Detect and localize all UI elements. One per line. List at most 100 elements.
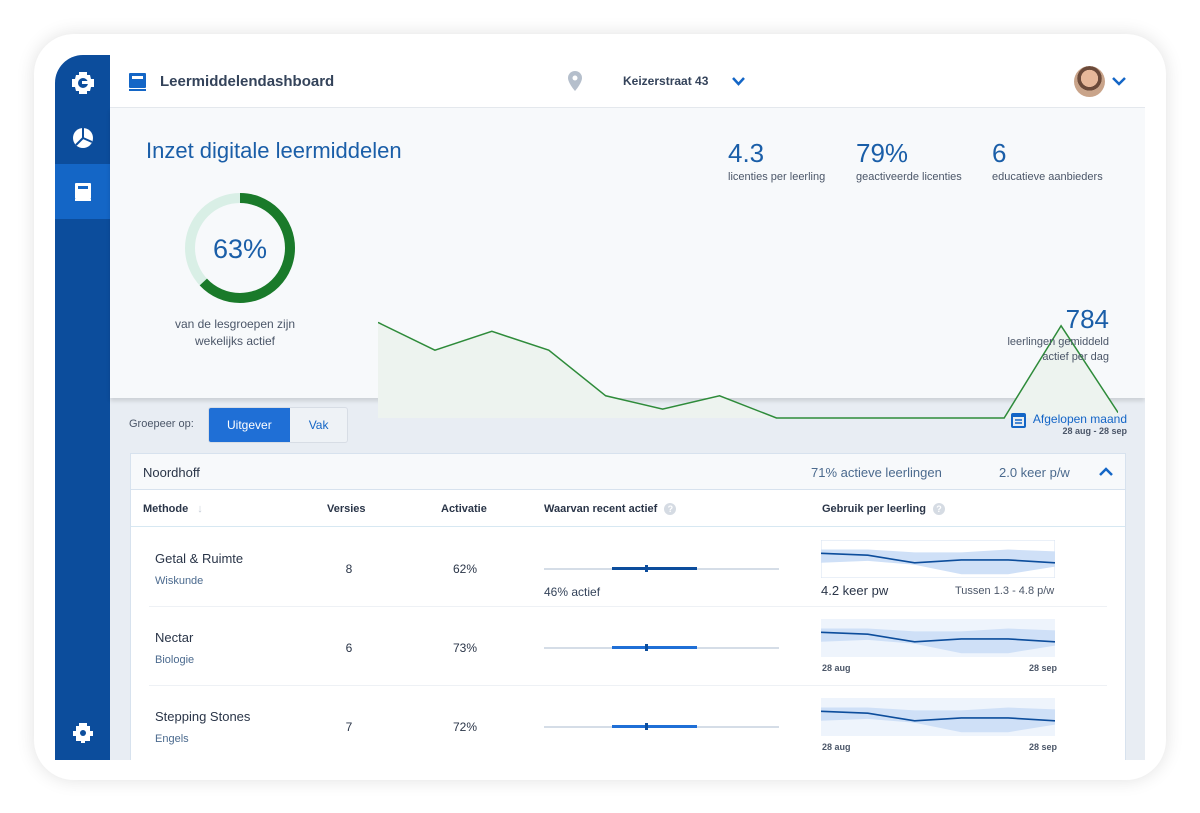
method-name: Nectar	[155, 630, 194, 645]
data-point	[946, 417, 948, 419]
range-marker	[645, 723, 649, 730]
versions-value: 6	[345, 641, 353, 655]
column-header-activation: Activatie	[441, 503, 487, 515]
column-header-versions: Versies	[327, 503, 366, 515]
stat-value: 784	[1065, 304, 1109, 334]
avatar[interactable]	[1074, 66, 1105, 97]
overview-title: Inzet digitale leermiddelen	[146, 138, 402, 163]
area-fill	[378, 322, 1118, 418]
data-point	[1060, 325, 1062, 327]
sidebar-item-settings[interactable]	[55, 705, 110, 760]
period-label: Afgelopen maand	[1032, 412, 1127, 426]
top-bar: Leermiddelendashboard Keizerstraat 43	[110, 55, 1145, 108]
table-header: Methode ↓ Versies Activatie Waarvan rece…	[131, 490, 1125, 527]
column-header-method[interactable]: Methode ↓	[143, 503, 203, 515]
usage-sparkline	[821, 540, 1055, 578]
column-label: Waarvan recent actief	[544, 503, 658, 515]
chevron-up-icon[interactable]	[1099, 467, 1113, 476]
versions-value: 7	[345, 720, 353, 734]
usage-sparkline	[821, 698, 1055, 736]
group-active-students: 71% actieve leerlingen	[811, 465, 942, 480]
method-subject: Wiskunde	[155, 575, 204, 587]
range-highlight	[612, 725, 697, 728]
app-screen: Leermiddelendashboard Keizerstraat 43 In…	[55, 55, 1145, 760]
activity-donut: 63%	[185, 193, 295, 303]
pie-chart-icon	[72, 127, 93, 148]
data-point	[491, 330, 493, 332]
activation-value: 72%	[452, 720, 478, 734]
puzzle-settings-icon	[72, 722, 93, 743]
data-point	[662, 408, 664, 410]
date-end: 28 sep	[1029, 742, 1058, 752]
chevron-down-icon	[732, 77, 745, 86]
usage-line	[821, 552, 1055, 564]
column-label: Gebruik per leerling	[822, 503, 926, 515]
range-marker	[645, 565, 649, 572]
data-point	[1117, 411, 1118, 413]
recent-active-label: 46% actief	[544, 585, 601, 599]
stat-activated-licenses: 79% geactiveerde licenties	[856, 138, 962, 183]
group-by-label: Groepeer op:	[129, 418, 194, 430]
overview-panel: Inzet digitale leermiddelen 63% van de l…	[110, 108, 1145, 419]
book-icon	[129, 73, 146, 91]
data-point	[719, 395, 721, 397]
stat-label: actief per dag	[1042, 351, 1109, 363]
group-name: Noordhoff	[143, 465, 200, 480]
group-header[interactable]: Noordhoff 71% actieve leerlingen 2.0 kee…	[131, 454, 1125, 490]
donut-arc	[185, 193, 295, 303]
stat-value: 79%	[856, 138, 909, 168]
donut-caption-line: wekelijks actief	[194, 334, 276, 348]
donut-caption-line: van de lesgroepen zijn	[174, 317, 296, 331]
daily-activity-chart	[378, 321, 1118, 419]
data-point	[832, 417, 834, 419]
date-start: 28 aug	[822, 742, 851, 752]
sidebar	[55, 55, 110, 760]
sidebar-item-reports[interactable]	[55, 110, 110, 165]
sidebar-item-learning-materials[interactable]	[55, 164, 110, 219]
user-menu-chevron-icon[interactable]	[1112, 77, 1126, 86]
stat-label: leerlingen gemiddeld	[1007, 336, 1109, 348]
period-selector[interactable]: Afgelopen maand 28 aug - 28 sep	[1010, 412, 1127, 436]
help-icon[interactable]: ?	[932, 503, 945, 515]
recent-active-range	[544, 565, 779, 572]
location-pin-icon	[568, 71, 582, 91]
usage-range: Tussen 1.3 - 4.8 p/w	[955, 585, 1055, 597]
usage-line	[821, 631, 1055, 643]
book-icon	[74, 182, 91, 201]
area-line	[378, 321, 1118, 419]
usage-line	[821, 710, 1055, 722]
table-row[interactable]: Getal & Ruimte Wiskunde 8 62% 46% actief…	[149, 528, 1107, 607]
recent-active-range	[544, 644, 779, 651]
sort-arrow-icon[interactable]: ↓	[197, 503, 203, 515]
stat-label: geactiveerde licenties	[856, 171, 962, 183]
column-label: Methode	[143, 503, 189, 515]
data-point	[434, 349, 436, 351]
donut-caption: van de lesgroepen zijn wekelijks actief	[150, 316, 320, 350]
donut-value: 63%	[213, 234, 267, 264]
table-row[interactable]: Stepping Stones Engels 7 72% 28 aug 28 se…	[149, 686, 1107, 760]
data-point	[1003, 417, 1005, 419]
usage-sparkline	[821, 619, 1055, 657]
method-name: Getal & Ruimte	[155, 551, 244, 566]
column-header-recent-active: Waarvan recent actief ?	[544, 503, 677, 515]
sidebar-logo[interactable]	[55, 55, 110, 110]
location-label: Keizerstraat 43	[623, 74, 709, 88]
page-title: Leermiddelendashboard	[160, 73, 335, 90]
stat-providers: 6 educatieve aanbieders	[992, 138, 1103, 183]
stat-value: 4.3	[728, 138, 765, 168]
method-subject: Engels	[155, 733, 189, 745]
publisher-group-card: Noordhoff 71% actieve leerlingen 2.0 kee…	[130, 453, 1126, 760]
group-by-toggle: Uitgever Vak	[208, 407, 349, 443]
stat-label: licenties per leerling	[728, 171, 826, 183]
stat-label: educatieve aanbieders	[992, 171, 1103, 183]
method-subject: Biologie	[155, 654, 195, 666]
group-by-subject-button[interactable]: Vak	[308, 418, 329, 432]
help-icon[interactable]: ?	[664, 503, 677, 515]
method-name: Stepping Stones	[155, 709, 251, 724]
table-row[interactable]: Nectar Biologie 6 73% 28 aug 28 sep	[149, 607, 1107, 686]
date-end: 28 sep	[1029, 663, 1058, 673]
period-range: 28 aug - 28 sep	[1062, 426, 1127, 436]
activation-value: 73%	[452, 641, 478, 655]
stat-licenses-per-student: 4.3 licenties per leerling	[728, 138, 825, 183]
group-by-publisher-button[interactable]: Uitgever	[209, 408, 290, 442]
